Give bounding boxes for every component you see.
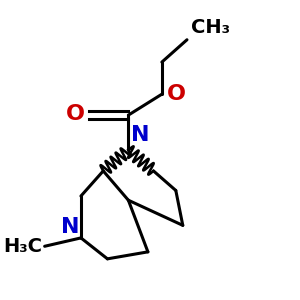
Text: H₃C: H₃C [3, 237, 42, 256]
Text: CH₃: CH₃ [191, 18, 230, 37]
Text: O: O [66, 104, 85, 124]
Text: N: N [61, 217, 80, 236]
Text: O: O [167, 84, 186, 104]
Text: N: N [131, 125, 150, 145]
